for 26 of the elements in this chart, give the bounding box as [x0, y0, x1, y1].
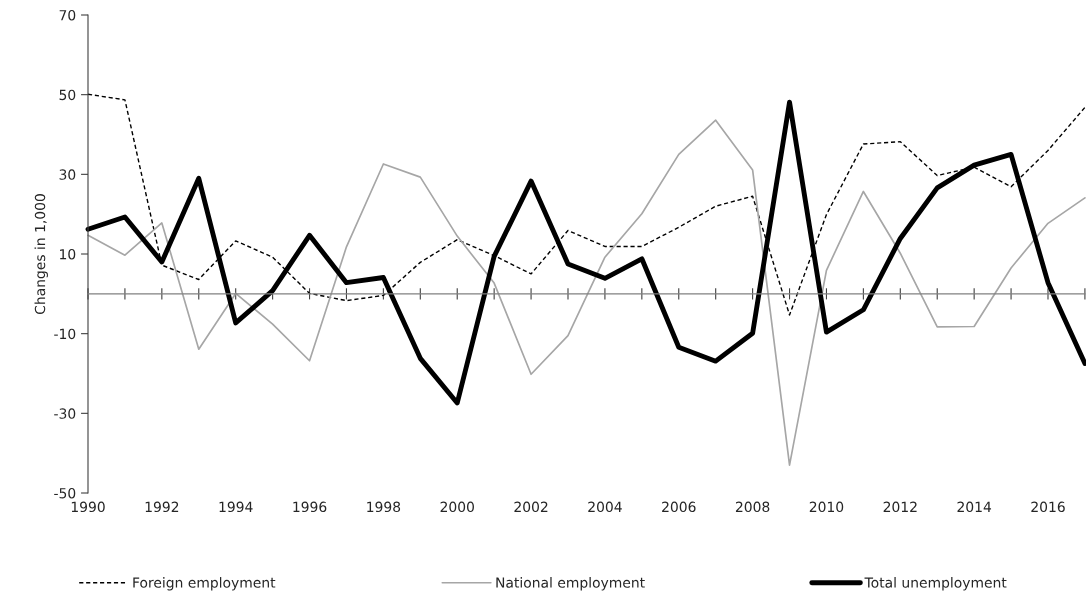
line-series [87, 119, 1086, 466]
x-tick-label: 2002 [514, 501, 548, 513]
y-tick-label: 50 [59, 89, 76, 101]
x-tick-label: 2004 [588, 501, 622, 513]
y-tick-label: -10 [54, 328, 76, 340]
x-tick-label: 1994 [219, 501, 253, 513]
y-tick-label: 30 [59, 169, 76, 180]
x-tick-label: 1990 [71, 501, 105, 513]
legend-label: Total unemployment [864, 577, 1007, 591]
x-tick-label: 2000 [440, 501, 474, 513]
legend-label: National employment [496, 577, 645, 591]
y-tick-label: 70 [59, 9, 76, 21]
x-tick-label: 1998 [367, 501, 401, 513]
x-tick-label: 2012 [883, 501, 917, 513]
x-tick-label: 2010 [809, 501, 844, 513]
x-tick-label: 2006 [662, 501, 696, 513]
x-tick-label: 2008 [735, 501, 770, 513]
y-tick-label: -50 [54, 487, 76, 499]
x-tick-label: 1992 [145, 501, 179, 513]
x-tick-label: 2016 [1031, 501, 1065, 513]
y-axis-title: Changes in 1,000 [34, 194, 48, 315]
y-tick-label: -30 [54, 408, 76, 419]
legend-label: Foreign employment [133, 577, 276, 591]
x-tick-label: 2014 [957, 501, 992, 513]
x-tick-label: 1996 [293, 501, 327, 513]
y-tick-label: 10 [60, 248, 76, 260]
